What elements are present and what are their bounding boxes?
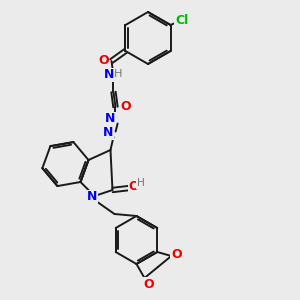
Text: O: O: [171, 248, 181, 260]
Text: N: N: [103, 127, 114, 140]
Text: O: O: [120, 100, 131, 113]
Text: H: H: [136, 178, 144, 188]
Text: N: N: [105, 112, 116, 125]
Text: H: H: [114, 69, 123, 79]
Text: O: O: [98, 55, 109, 68]
Text: Cl: Cl: [175, 14, 188, 28]
Text: O: O: [128, 181, 139, 194]
Text: N: N: [87, 190, 98, 203]
Text: N: N: [104, 68, 115, 82]
Text: O: O: [143, 278, 154, 290]
